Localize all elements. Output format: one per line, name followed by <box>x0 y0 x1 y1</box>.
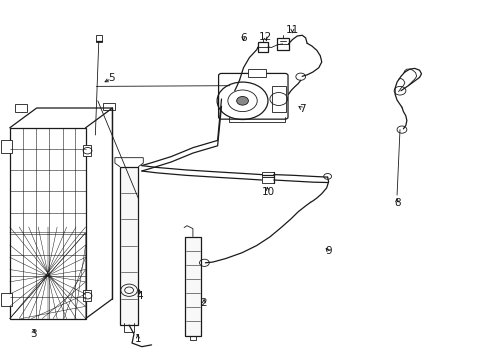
Text: 4: 4 <box>136 291 142 301</box>
Bar <box>271 86 285 112</box>
Text: 12: 12 <box>258 32 271 42</box>
Bar <box>15 104 27 112</box>
Bar <box>276 38 288 50</box>
Bar <box>10 128 85 319</box>
Circle shape <box>236 96 248 105</box>
Bar <box>83 145 91 156</box>
Text: 9: 9 <box>325 246 331 256</box>
Bar <box>184 237 201 336</box>
Text: 6: 6 <box>240 33 246 43</box>
Text: 5: 5 <box>108 73 115 84</box>
Bar <box>1 140 12 153</box>
Bar <box>102 103 115 110</box>
Text: 1: 1 <box>134 334 141 344</box>
Text: 8: 8 <box>393 198 400 208</box>
Bar <box>261 172 273 177</box>
Bar <box>261 177 273 183</box>
Bar <box>258 42 267 52</box>
Text: 2: 2 <box>200 298 207 308</box>
Text: 3: 3 <box>30 329 37 339</box>
Bar <box>248 69 265 77</box>
Text: 7: 7 <box>298 104 305 114</box>
FancyBboxPatch shape <box>218 73 287 119</box>
Bar <box>1 293 12 306</box>
Bar <box>96 35 102 42</box>
Bar <box>120 167 138 325</box>
Bar <box>83 290 91 301</box>
Text: 11: 11 <box>285 24 299 35</box>
Text: 10: 10 <box>261 186 274 197</box>
